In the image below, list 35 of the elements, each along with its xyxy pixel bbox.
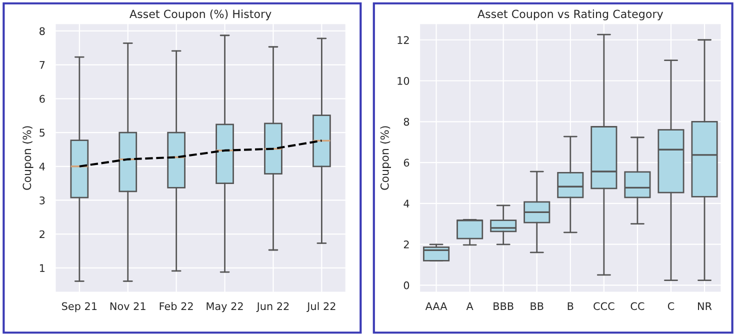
chart-title: Asset Coupon (%) History — [130, 10, 272, 20]
y-tick-label: 4 — [404, 200, 410, 208]
x-tick-label: Nov 21 — [110, 302, 146, 310]
x-tick-label: Feb 22 — [160, 302, 193, 310]
y-tick-label: 0 — [404, 281, 410, 290]
x-tick-label: NR — [698, 302, 712, 310]
x-tick-label: C — [668, 302, 674, 310]
x-tick-label: BB — [530, 302, 544, 310]
y-tick-label: 2 — [40, 230, 44, 238]
x-tick-label: A — [466, 302, 474, 310]
x-tick-label: Jul 22 — [306, 302, 336, 312]
y-tick-label: 7 — [40, 61, 45, 69]
x-tick-label: AAA — [425, 302, 448, 310]
y-axis-title: Coupon (%) — [380, 126, 391, 190]
y-tick-label: 2 — [404, 240, 409, 248]
line-series — [78, 140, 323, 168]
x-tick-label: Sep 21 — [62, 302, 97, 312]
x-tick-label: B — [568, 302, 574, 310]
y-tick-label: 3 — [40, 196, 45, 204]
x-tick-label: BBB — [494, 302, 514, 310]
y-tick-label: 12 — [398, 36, 409, 44]
y-tick-label: 10 — [398, 76, 410, 85]
y-tick-label: 8 — [40, 27, 45, 36]
x-tick-label: May 22 — [206, 302, 243, 312]
y-tick-label: 8 — [404, 118, 410, 126]
y-tick-label: 5 — [40, 128, 45, 137]
x-tick-label: CCC — [594, 302, 614, 310]
chart-title: Asset Coupon vs Rating Category — [478, 10, 664, 20]
x-tick-label: Jun 22 — [256, 302, 289, 312]
y-tick-label: 1 — [40, 264, 45, 272]
y-axis-title: Coupon (%) — [22, 126, 34, 190]
y-tick-label: 4 — [39, 162, 45, 170]
y-tick-label: 6 — [404, 158, 410, 167]
x-tick-label: CC — [630, 302, 644, 310]
y-tick-label: 6 — [40, 94, 45, 103]
